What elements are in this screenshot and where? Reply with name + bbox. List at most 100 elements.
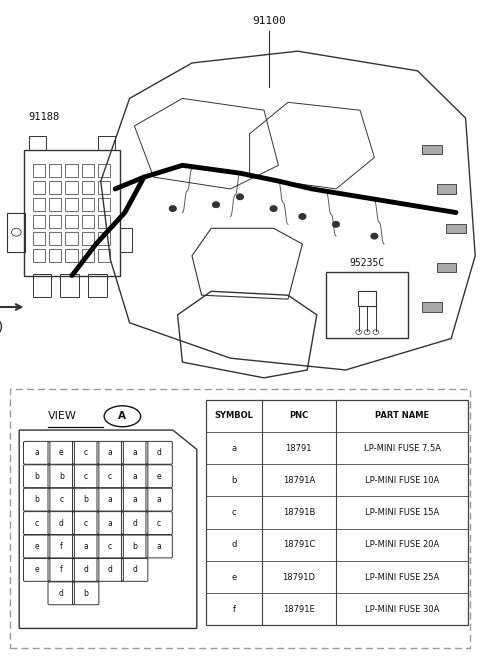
Circle shape — [333, 222, 339, 227]
Bar — [49, 164, 61, 177]
Bar — [422, 302, 442, 312]
Text: d: d — [108, 565, 113, 575]
Text: LP-MINI FUSE 20A: LP-MINI FUSE 20A — [365, 541, 439, 549]
Text: a: a — [84, 542, 88, 551]
Text: f: f — [232, 605, 236, 614]
Text: a: a — [132, 495, 137, 504]
Text: c: c — [157, 518, 161, 527]
Text: e: e — [59, 448, 63, 457]
Bar — [7, 213, 25, 252]
Bar — [49, 181, 61, 194]
Bar — [33, 198, 45, 211]
Text: PNC: PNC — [289, 411, 309, 420]
Text: a: a — [231, 443, 237, 453]
Text: f: f — [60, 542, 62, 551]
Bar — [33, 249, 45, 262]
Text: c: c — [59, 495, 63, 504]
Text: b: b — [83, 495, 88, 504]
Text: c: c — [108, 542, 112, 551]
Text: a: a — [35, 448, 39, 457]
Text: A: A — [119, 411, 126, 421]
Text: b: b — [132, 542, 137, 551]
Bar — [65, 249, 78, 262]
Bar — [446, 224, 466, 233]
Bar — [82, 181, 94, 194]
Text: f: f — [60, 565, 62, 575]
Text: e: e — [157, 472, 161, 481]
Text: d: d — [59, 589, 64, 598]
Text: b: b — [231, 476, 237, 485]
Text: b: b — [83, 589, 88, 598]
Bar — [326, 272, 408, 338]
Text: 18791B: 18791B — [283, 508, 315, 517]
Bar — [49, 249, 61, 262]
Bar — [98, 198, 110, 211]
Bar — [29, 136, 46, 150]
Text: b: b — [34, 472, 39, 481]
Bar — [65, 215, 78, 228]
Text: a: a — [157, 495, 161, 504]
Text: PART NAME: PART NAME — [375, 411, 429, 420]
Text: c: c — [84, 448, 88, 457]
Text: b: b — [59, 472, 64, 481]
Bar — [422, 145, 442, 154]
Bar — [82, 164, 94, 177]
Text: d: d — [231, 541, 237, 549]
Bar — [49, 232, 61, 245]
Bar — [82, 232, 94, 245]
Bar — [98, 249, 110, 262]
Bar — [88, 274, 107, 297]
Text: e: e — [35, 542, 39, 551]
Text: c: c — [108, 472, 112, 481]
Text: c: c — [84, 518, 88, 527]
Bar — [82, 215, 94, 228]
Text: 18791E: 18791E — [283, 605, 315, 614]
Bar — [358, 291, 376, 306]
Bar — [49, 198, 61, 211]
Bar — [33, 164, 45, 177]
Text: LP-MINI FUSE 10A: LP-MINI FUSE 10A — [365, 476, 439, 485]
Bar — [437, 184, 456, 194]
Text: LP-MINI FUSE 25A: LP-MINI FUSE 25A — [365, 573, 439, 582]
Text: SYMBOL: SYMBOL — [215, 411, 253, 420]
Text: e: e — [231, 573, 237, 582]
Text: a: a — [108, 448, 112, 457]
Bar — [98, 181, 110, 194]
Bar — [98, 232, 110, 245]
Bar — [206, 400, 468, 625]
Text: a: a — [132, 472, 137, 481]
Text: d: d — [132, 565, 137, 575]
Bar — [60, 274, 79, 297]
Text: d: d — [156, 448, 162, 457]
Text: LP-MINI FUSE 30A: LP-MINI FUSE 30A — [365, 605, 439, 614]
Bar — [98, 164, 110, 177]
Circle shape — [169, 206, 176, 211]
Text: 18791C: 18791C — [283, 541, 315, 549]
Text: c: c — [84, 472, 88, 481]
Text: 18791A: 18791A — [283, 476, 315, 485]
Text: 91100: 91100 — [252, 16, 286, 26]
Text: 18791: 18791 — [286, 443, 312, 453]
Bar — [82, 198, 94, 211]
Bar — [120, 228, 132, 252]
Bar — [98, 136, 115, 150]
Text: a: a — [108, 518, 112, 527]
Bar — [65, 181, 78, 194]
Circle shape — [237, 194, 243, 199]
Bar — [49, 215, 61, 228]
Text: a: a — [132, 448, 137, 457]
Text: 18791D: 18791D — [282, 573, 315, 582]
Bar — [33, 274, 51, 297]
Text: e: e — [35, 565, 39, 575]
Text: LP-MINI FUSE 7.5A: LP-MINI FUSE 7.5A — [363, 443, 441, 453]
Bar — [33, 232, 45, 245]
Text: d: d — [83, 565, 88, 575]
Bar — [33, 181, 45, 194]
Text: c: c — [232, 508, 236, 517]
Text: d: d — [132, 518, 137, 527]
Text: a: a — [108, 495, 112, 504]
Text: 91188: 91188 — [29, 112, 60, 122]
Circle shape — [213, 202, 219, 207]
Circle shape — [371, 234, 378, 239]
Bar — [24, 150, 120, 276]
